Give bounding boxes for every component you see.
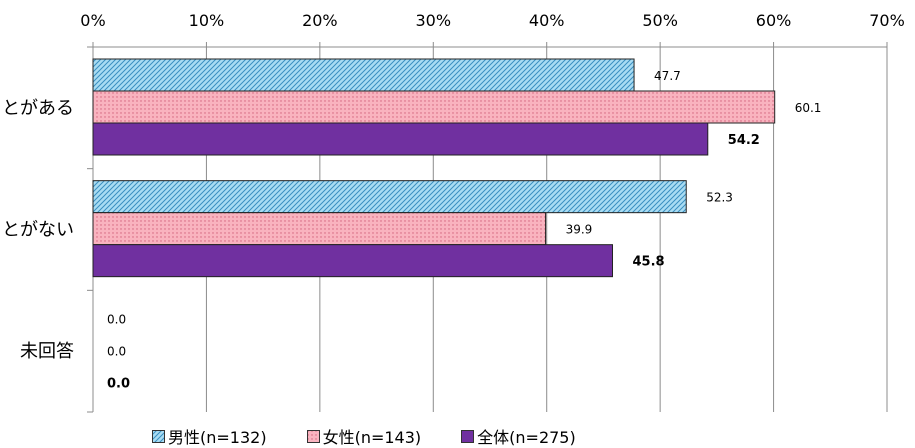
data-label: 52.3: [706, 191, 733, 205]
legend-swatch-total: [461, 429, 475, 443]
data-label: 45.8: [633, 255, 665, 270]
category-label: …とがない: [0, 220, 74, 241]
data-label: 54.2: [728, 133, 760, 148]
bars: [92, 58, 776, 278]
data-label: 0.0: [107, 376, 130, 391]
legend-item-total: 全体(n=275): [461, 424, 576, 448]
x-tick-label: 0%: [80, 11, 105, 30]
legend-item-female: 女性(n=143): [306, 424, 422, 448]
bar: [92, 212, 547, 246]
x-tick-label: 30%: [416, 11, 452, 30]
data-label: 0.0: [107, 344, 126, 358]
data-label: 0.0: [107, 312, 126, 326]
x-tick-label: 60%: [756, 11, 792, 30]
data-label: 39.9: [566, 223, 593, 237]
bar: [92, 244, 614, 278]
x-tick-label: 70%: [869, 11, 905, 30]
bar: [92, 180, 687, 214]
bar: [92, 122, 709, 156]
x-tick-label: 50%: [642, 11, 678, 30]
legend-swatch-female: [306, 429, 320, 443]
legend-label-female: 女性(n=143): [322, 428, 422, 447]
legend-label-male: 男性(n=132): [168, 428, 267, 447]
data-label: 60.1: [795, 101, 822, 115]
bar: [92, 90, 776, 124]
x-tick-label: 40%: [529, 11, 565, 30]
category-label: 未回答: [20, 341, 74, 362]
data-labels: 47.7 60.1 54.2 52.3 39.9 45.8 0.0 0.0 0.0: [107, 69, 821, 391]
bar: [92, 58, 635, 92]
data-label: 47.7: [654, 69, 681, 83]
x-tick-label: 10%: [189, 11, 225, 30]
x-tick-label: 20%: [302, 11, 338, 30]
legend-swatch-male: [152, 429, 165, 443]
legend-item-male: 男性(n=132): [152, 424, 267, 448]
legend-label-total: 全体(n=275): [477, 428, 576, 447]
category-label: …とがある: [0, 98, 74, 119]
legend: 男性(n=132) 女性(n=143) 全体(n=275): [152, 424, 576, 448]
